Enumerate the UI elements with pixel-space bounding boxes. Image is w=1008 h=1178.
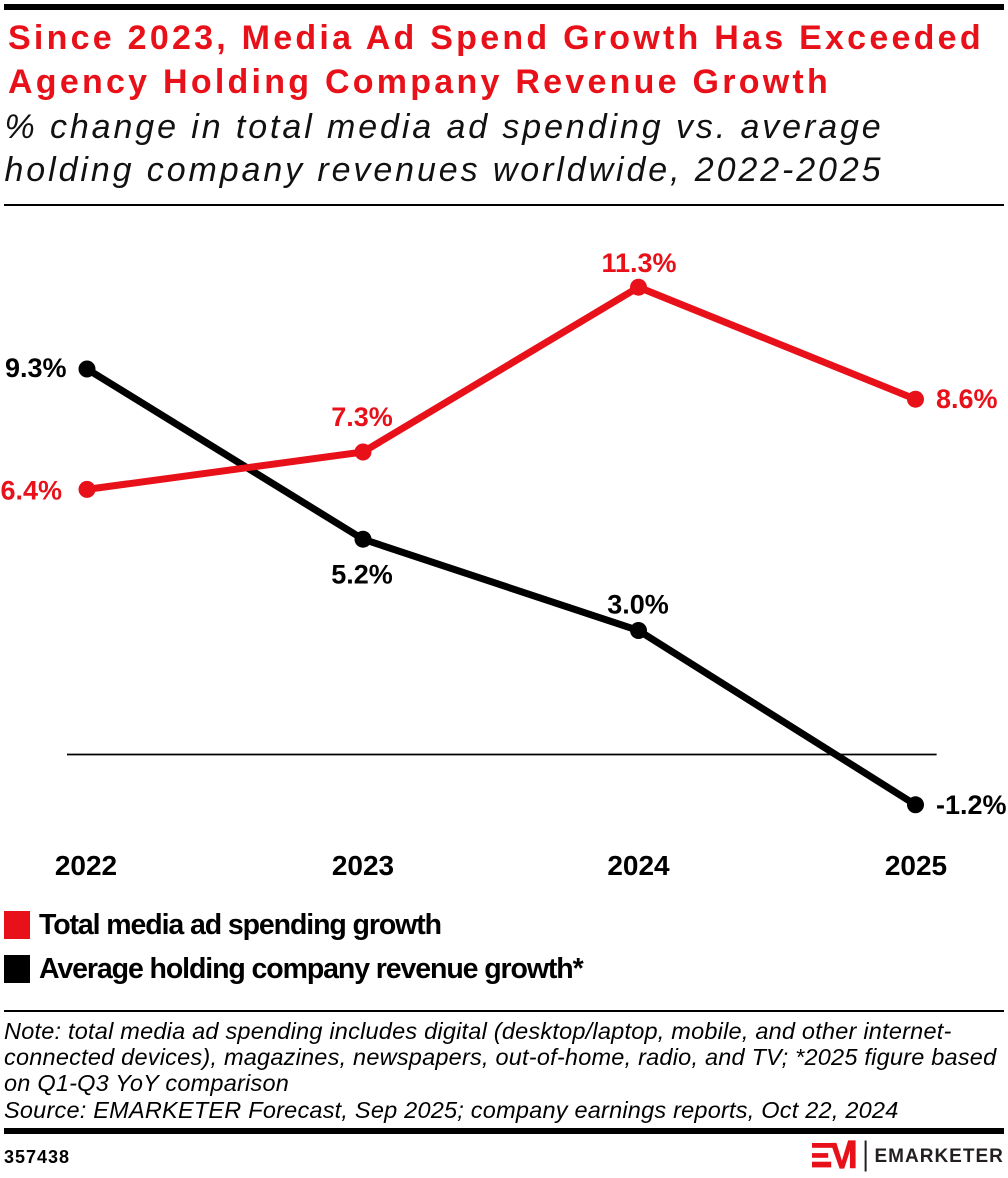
svg-text:3.0%: 3.0%: [607, 590, 669, 620]
svg-text:8.6%: 8.6%: [936, 384, 998, 414]
svg-text:2023: 2023: [332, 850, 394, 881]
svg-text:7.3%: 7.3%: [331, 402, 393, 432]
svg-text:5.2%: 5.2%: [331, 560, 393, 590]
svg-text:2022: 2022: [55, 850, 117, 881]
svg-text:2025: 2025: [885, 850, 947, 881]
svg-text:11.3%: 11.3%: [601, 248, 676, 278]
svg-text:EMARKETER: EMARKETER: [875, 1146, 1004, 1167]
svg-text:2024: 2024: [607, 850, 670, 881]
svg-text:6.4%: 6.4%: [0, 476, 62, 506]
svg-text:-1.2%: -1.2%: [936, 790, 1007, 820]
svg-text:9.3%: 9.3%: [5, 353, 67, 383]
